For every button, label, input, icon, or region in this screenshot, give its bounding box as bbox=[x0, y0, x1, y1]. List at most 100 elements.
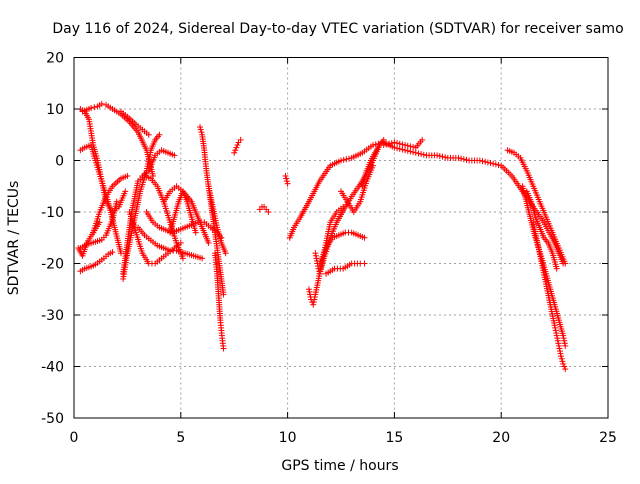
data-point bbox=[479, 158, 486, 165]
data-point bbox=[233, 144, 240, 151]
y-tick-label: -10 bbox=[41, 205, 64, 221]
data-point bbox=[232, 147, 239, 154]
x-tick-label: 0 bbox=[70, 430, 79, 446]
x-tick-labels: 0 5 10 15 20 25 bbox=[70, 430, 617, 446]
data-point bbox=[177, 239, 184, 246]
data-point bbox=[555, 342, 562, 349]
data-point bbox=[380, 142, 387, 149]
data-point bbox=[179, 255, 186, 262]
data-point bbox=[205, 239, 212, 246]
data-point bbox=[265, 209, 272, 215]
data-point bbox=[436, 152, 443, 159]
axis-ticks bbox=[73, 57, 609, 419]
data-point bbox=[311, 296, 318, 303]
chart-title: Day 116 of 2024, Sidereal Day-to-day VTE… bbox=[52, 21, 623, 37]
data-point bbox=[419, 136, 426, 143]
data-point bbox=[495, 162, 502, 169]
data-point bbox=[310, 299, 317, 306]
data-point bbox=[317, 265, 324, 272]
data-point bbox=[96, 219, 103, 226]
data-point bbox=[361, 260, 368, 267]
x-tick-label: 25 bbox=[599, 430, 617, 446]
data-point bbox=[124, 172, 131, 179]
data-point bbox=[396, 140, 403, 147]
data-point bbox=[372, 141, 379, 148]
data-point bbox=[234, 142, 241, 149]
data-point bbox=[91, 104, 98, 111]
data-point bbox=[388, 140, 395, 147]
data-point bbox=[282, 172, 289, 179]
data-point bbox=[553, 332, 560, 339]
data-point bbox=[283, 175, 290, 182]
data-point bbox=[383, 141, 390, 148]
data-point bbox=[561, 363, 568, 370]
data-point bbox=[391, 144, 398, 151]
data-point bbox=[561, 337, 568, 344]
data-point bbox=[340, 203, 347, 210]
data-point bbox=[338, 157, 344, 164]
data-point bbox=[198, 129, 205, 136]
data-point bbox=[476, 157, 483, 164]
data-point bbox=[410, 149, 417, 156]
data-point bbox=[197, 124, 204, 131]
data-point bbox=[552, 324, 559, 331]
y-tick-labels: -50 -40 -30 -20 -10 0 10 20 bbox=[41, 51, 64, 428]
data-point bbox=[558, 353, 565, 360]
x-tick-label: 15 bbox=[385, 430, 403, 446]
data-point bbox=[386, 140, 393, 147]
data-point bbox=[222, 250, 229, 257]
data-point bbox=[237, 136, 244, 143]
data-point bbox=[312, 252, 319, 259]
data-point bbox=[310, 301, 317, 308]
data-points bbox=[75, 100, 569, 373]
data-point bbox=[399, 141, 406, 148]
data-point bbox=[312, 250, 319, 257]
data-point bbox=[552, 327, 559, 334]
data-point bbox=[316, 270, 323, 277]
data-point bbox=[412, 149, 419, 156]
data-point bbox=[554, 337, 561, 344]
data-point bbox=[306, 288, 313, 295]
data-point bbox=[313, 255, 320, 262]
data-point bbox=[402, 147, 409, 154]
data-point bbox=[171, 152, 178, 159]
data-point bbox=[197, 126, 204, 133]
data-point bbox=[394, 145, 401, 152]
plot-frame bbox=[73, 57, 609, 419]
data-point bbox=[434, 152, 441, 159]
y-tick-label: 20 bbox=[46, 51, 64, 67]
data-point bbox=[442, 154, 449, 161]
data-point bbox=[418, 151, 425, 158]
data-point bbox=[317, 268, 324, 275]
data-point bbox=[557, 350, 564, 357]
data-point bbox=[346, 155, 353, 162]
data-point bbox=[407, 148, 414, 155]
data-point bbox=[554, 335, 561, 342]
data-point bbox=[559, 358, 566, 365]
data-point bbox=[220, 345, 227, 352]
data-point bbox=[407, 143, 414, 150]
data-point bbox=[220, 291, 227, 298]
data-point bbox=[156, 131, 163, 138]
data-point bbox=[98, 100, 105, 107]
data-point bbox=[192, 229, 199, 236]
data-point bbox=[305, 286, 312, 293]
data-point bbox=[463, 156, 470, 163]
data-point bbox=[420, 151, 427, 158]
data-point bbox=[311, 293, 318, 300]
data-point bbox=[556, 348, 563, 355]
data-point bbox=[380, 136, 387, 143]
data-point bbox=[199, 255, 206, 262]
data-point bbox=[415, 150, 422, 157]
data-point bbox=[404, 147, 411, 154]
y-tick-label: -40 bbox=[41, 360, 64, 376]
data-point bbox=[551, 322, 558, 329]
data-point bbox=[117, 250, 124, 257]
data-point bbox=[307, 291, 314, 298]
data-point bbox=[490, 160, 497, 167]
data-point bbox=[399, 146, 406, 153]
data-point bbox=[404, 142, 411, 149]
data-point bbox=[555, 340, 562, 347]
y-tick-label: -50 bbox=[41, 411, 64, 427]
